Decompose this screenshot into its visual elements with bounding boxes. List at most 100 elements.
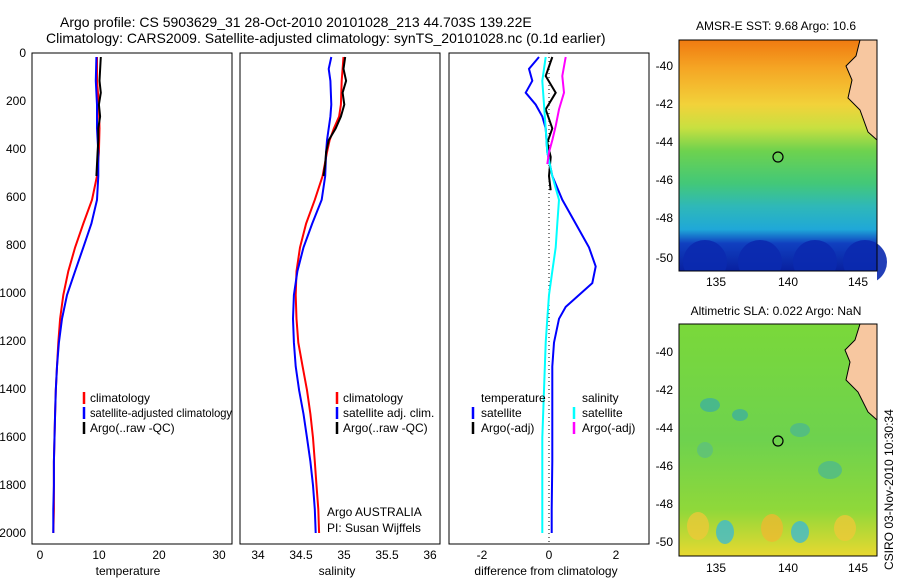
- sst-frame: [678, 39, 878, 272]
- x-tick-label: 34.5: [289, 548, 313, 562]
- legend-header-salinity: salinity: [582, 391, 619, 405]
- legend-label: Argo(..raw -QC): [90, 421, 175, 435]
- difference-series: [524, 56, 597, 533]
- salinity-xlabel: salinity: [319, 564, 356, 578]
- figure-title-line-2: Climatology: CARS2009. Satellite-adjuste…: [46, 30, 606, 46]
- series-line-satellite: [524, 56, 597, 533]
- x-tick-label: 20: [152, 548, 166, 562]
- sst-map: [678, 39, 887, 301]
- y-tick-label: -46: [656, 459, 674, 473]
- series-line-argo: [95, 56, 102, 177]
- sla-anomalies: [687, 398, 856, 544]
- y-tick-label: -42: [656, 97, 674, 111]
- legend-label: satellite: [582, 406, 623, 420]
- sst-field: [679, 40, 877, 271]
- series-line-argo: [322, 56, 348, 177]
- sla-map: [678, 323, 878, 557]
- y-tick-label: -44: [656, 421, 674, 435]
- x-tick-label: 145: [848, 275, 868, 289]
- x-tick-label: 140: [778, 561, 798, 575]
- sla-anomaly: [732, 409, 748, 421]
- argo-float-marker: [772, 151, 784, 163]
- legend-label: Argo(-adj): [582, 421, 635, 435]
- y-tick-label: -40: [656, 59, 674, 73]
- sla-anomaly: [818, 461, 842, 479]
- temperature-x-ticks: 0 10 20 30: [37, 548, 226, 562]
- y-tick-label: 1000: [0, 286, 26, 300]
- sst-y-ticks: -40 -42 -44 -46 -48 -50: [656, 59, 674, 265]
- difference-legend: temperature satellite Argo(-adj) salinit…: [471, 391, 635, 435]
- y-tick-label: 1800: [0, 478, 26, 492]
- x-tick-label: 135: [706, 561, 726, 575]
- y-tick-label: -50: [656, 251, 674, 265]
- sla-anomaly: [700, 398, 720, 412]
- temperature-legend: climatology satellite-adjusted climatolo…: [82, 391, 232, 435]
- y-tick-label: 800: [6, 238, 26, 252]
- series-line-sat_salinity: [541, 56, 561, 533]
- y-tick-label: 1400: [0, 382, 26, 396]
- sla-frame: [678, 323, 878, 557]
- salinity-legend: climatology satellite adj. clim. Argo(..…: [335, 391, 434, 435]
- sst-x-ticks: 135 140 145: [706, 275, 868, 289]
- x-tick-label: -2: [477, 548, 488, 562]
- x-tick-label: 2: [613, 548, 620, 562]
- legend-header-temperature: temperature: [481, 391, 546, 405]
- legend-label: satellite-adjusted climatology: [90, 406, 232, 420]
- x-tick-label: 30: [212, 548, 226, 562]
- x-tick-label: 34: [251, 548, 265, 562]
- y-tick-label: 600: [6, 190, 26, 204]
- y-tick-label: -42: [656, 383, 674, 397]
- pi-annotation: PI: Susan Wijffels: [327, 521, 421, 535]
- argo-program-annotation: Argo AUSTRALIA: [327, 505, 422, 519]
- temperature-series: [52, 56, 102, 534]
- difference-xlabel: difference from climatology: [474, 564, 617, 578]
- salinity-x-ticks: 34 34.5 35 35.5 36: [251, 548, 437, 562]
- y-tick-label: -46: [656, 173, 674, 187]
- argo-float-marker: [772, 435, 784, 447]
- y-tick-label: 0: [19, 46, 26, 60]
- y-tick-label: -50: [656, 535, 674, 549]
- x-tick-label: 145: [848, 561, 868, 575]
- x-tick-label: 10: [92, 548, 106, 562]
- y-tick-label: 1600: [0, 430, 26, 444]
- legend-label: climatology: [90, 391, 150, 405]
- salinity-series: [291, 56, 348, 534]
- y-tick-label: -48: [656, 211, 674, 225]
- sst-map-title: AMSR-E SST: 9.68 Argo: 10.6: [696, 19, 856, 33]
- sla-anomaly: [834, 515, 856, 541]
- x-tick-label: 36: [423, 548, 437, 562]
- sla-anomaly: [687, 512, 709, 540]
- sla-anomaly: [697, 442, 713, 458]
- sla-y-ticks: -40 -42 -44 -46 -48 -50: [656, 345, 674, 549]
- sla-anomaly: [791, 521, 809, 543]
- difference-x-ticks: -2 0 2: [477, 548, 620, 562]
- y-tick-label: 400: [6, 142, 26, 156]
- sla-anomaly: [790, 423, 810, 437]
- depth-axis-ticks: 0 200 400 600 800 1000 1200 1400 1600 18…: [0, 46, 26, 540]
- x-tick-label: 135: [706, 275, 726, 289]
- figure-title-line-1: Argo profile: CS 5903629_31 28-Oct-2010 …: [60, 14, 532, 30]
- x-tick-label: 0: [546, 548, 553, 562]
- x-tick-label: 0: [37, 548, 44, 562]
- sla-anomaly: [716, 520, 734, 544]
- y-tick-label: 1200: [0, 334, 26, 348]
- legend-label: climatology: [343, 391, 403, 405]
- y-tick-label: 200: [6, 94, 26, 108]
- legend-label: satellite: [481, 406, 522, 420]
- x-tick-label: 35.5: [375, 548, 399, 562]
- y-tick-label: -48: [656, 497, 674, 511]
- series-line-satellite: [291, 56, 333, 534]
- credit-timestamp: CSIRO 03-Nov-2010 10:30:34: [882, 409, 896, 570]
- sla-x-ticks: 135 140 145: [706, 561, 868, 575]
- y-tick-label: -44: [656, 135, 674, 149]
- x-tick-label: 140: [778, 275, 798, 289]
- series-line-argo: [544, 56, 557, 191]
- legend-label: Argo(-adj): [481, 421, 534, 435]
- legend-label: Argo(..raw -QC): [343, 421, 428, 435]
- series-line-argo_salinity: [546, 56, 567, 165]
- sst-mask: [679, 271, 877, 301]
- y-tick-label: 2000: [0, 526, 26, 540]
- y-tick-label: -40: [656, 345, 674, 359]
- legend-label: satellite adj. clim.: [343, 406, 434, 420]
